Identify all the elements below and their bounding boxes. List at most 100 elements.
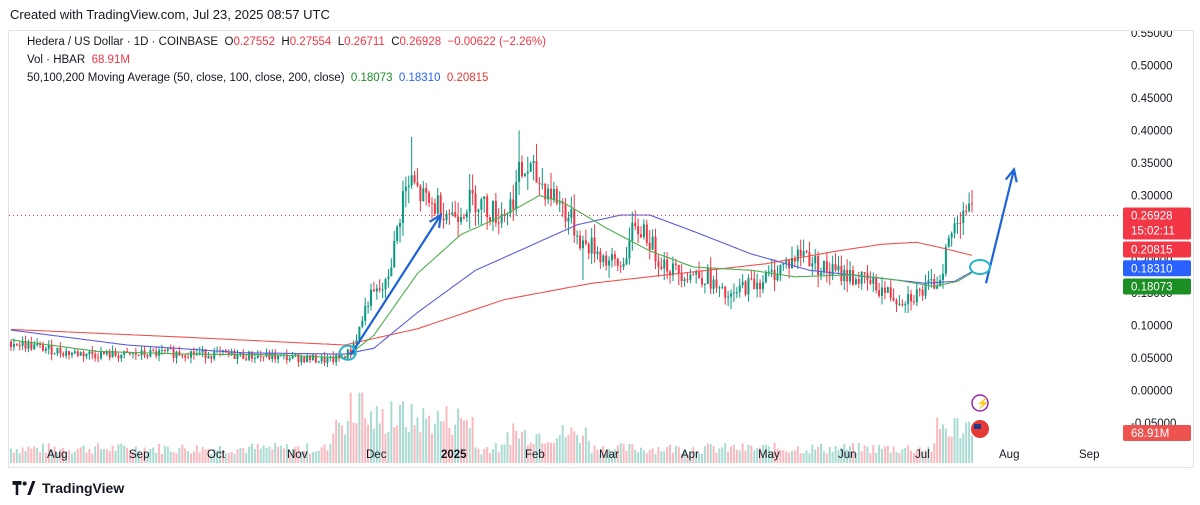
candle-body [44, 348, 47, 351]
y-axis-tick-label: 0.50000 [1131, 61, 1173, 73]
candle-body [558, 202, 561, 204]
candle-body [930, 279, 933, 281]
volume-bar [297, 446, 300, 463]
volume-bar [912, 452, 915, 463]
candle-body [579, 235, 582, 249]
legend-vol-label[interactable]: Vol · HBAR [27, 54, 86, 66]
volume-bar [753, 450, 756, 463]
candle-body [790, 257, 793, 269]
price-chart[interactable]: 0.55000 0.50000 0.45000 0.40000 0.35000 0.300… [9, 31, 1193, 467]
volume-bar [416, 417, 419, 463]
volume-bar [576, 434, 579, 463]
candle-body [550, 188, 553, 200]
candle-body [39, 344, 42, 346]
volume-bar [24, 450, 27, 463]
volume-bar [721, 447, 724, 463]
candle-body [236, 354, 239, 359]
candle-body [242, 352, 245, 359]
candle-body [773, 269, 776, 280]
volume-bar [410, 403, 413, 463]
candle-body [610, 254, 613, 261]
candle-body [221, 350, 224, 352]
candle-body [968, 203, 971, 212]
volume-bar [320, 447, 323, 463]
volume-bar [33, 446, 36, 463]
candle-body [166, 348, 169, 351]
volume-bar [187, 451, 190, 463]
volume-bar [776, 448, 779, 463]
volume-bar [439, 421, 442, 463]
price-axis-label-bg [1123, 207, 1191, 240]
volume-bar [50, 449, 53, 463]
volume-bar [741, 443, 744, 463]
volume-bar [880, 448, 883, 463]
volume-bar [933, 443, 936, 463]
volume-bar [198, 452, 201, 463]
price-axis-label: 0.18073 [1131, 282, 1173, 294]
volume-bar [123, 445, 126, 463]
volume-bar [224, 453, 227, 463]
candle-body [88, 351, 91, 355]
candle-body [129, 352, 132, 355]
volume-bar [489, 453, 492, 463]
legend-symbol[interactable]: Hedera / US Dollar · 1D · COINBASE [27, 36, 219, 48]
candle-body [538, 182, 541, 185]
candle-body [950, 233, 953, 238]
candle-body [117, 355, 120, 359]
candle-body [837, 265, 840, 271]
volume-bar [677, 446, 680, 463]
candle-body [544, 183, 547, 200]
legend-ma50: 0.18073 [350, 72, 393, 84]
volume-axis-label-bg [1123, 425, 1191, 441]
legend-ma-label[interactable]: 50,100,200 Moving Average (50, close, 10… [27, 72, 345, 84]
volume-bar [555, 438, 558, 463]
volume-bar [944, 428, 947, 463]
candle-body [834, 264, 837, 271]
volume-bar [378, 423, 381, 463]
volume-bar [637, 452, 640, 463]
volume-bar [779, 449, 782, 463]
volume-bar [117, 444, 120, 463]
volume-bar [503, 444, 506, 463]
candle-body [422, 188, 425, 202]
volume-bar [895, 451, 898, 463]
candle-body [91, 351, 94, 355]
volume-bar [262, 445, 265, 463]
volume-bar [915, 449, 918, 463]
volume-bar [817, 446, 820, 463]
volume-bar [396, 425, 399, 463]
volume-bar [184, 448, 187, 463]
volume-bar [947, 436, 950, 463]
volume-bar [587, 440, 590, 463]
volume-bar [965, 422, 968, 463]
candle-body [494, 200, 497, 223]
candle-body [613, 254, 616, 259]
candle-body [947, 237, 950, 248]
candle-body [451, 212, 454, 215]
volume-bar [367, 424, 370, 463]
candle-body [378, 288, 381, 291]
volume-bar [285, 444, 288, 463]
lightning-event-icon [971, 394, 989, 412]
candle-body [111, 350, 114, 358]
candle-body [259, 355, 262, 357]
candle-body [811, 263, 814, 267]
candle-body [184, 355, 187, 358]
candle-body [332, 356, 335, 363]
volume-bar [277, 446, 280, 463]
volume-bar [849, 445, 852, 463]
volume-bar [584, 427, 587, 463]
candle-body [892, 297, 895, 301]
volume-bar [358, 392, 361, 463]
volume-bar [657, 447, 660, 463]
volume-bar [544, 443, 547, 463]
tradingview-footer[interactable]: TradingView [12, 480, 124, 496]
candle-body [425, 188, 428, 193]
annotation-circle-left [338, 344, 357, 361]
x-axis-tick-label: Dec [366, 449, 387, 461]
candle-body [764, 272, 767, 283]
candle-body [439, 195, 442, 219]
volume-bar [773, 442, 776, 463]
chart-frame[interactable]: 0.55000 0.50000 0.45000 0.40000 0.35000 0.300… [8, 30, 1194, 468]
volume-bar [21, 447, 24, 463]
